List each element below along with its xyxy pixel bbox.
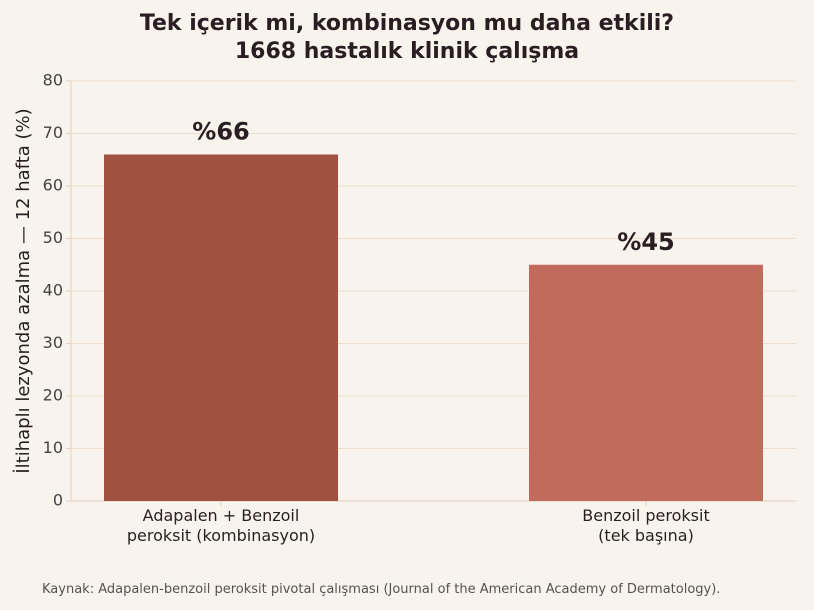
bar [529,264,763,501]
y-tick-label: 70 [43,123,63,142]
x-tick-label: Adapalen + Benzoil peroksit (kombinasyon… [126,506,316,545]
x-tick-label: Benzoil peroksit (tek başına) [582,506,710,545]
y-tick-label: 50 [43,228,63,247]
y-tick-label: 80 [43,71,63,90]
y-tick-label: 30 [43,333,63,352]
y-tick-label: 20 [43,386,63,405]
y-tick-label: 0 [53,491,63,510]
chart-title: Tek içerik mi, kombinasyon mu daha etkil… [139,11,675,64]
source-note: Kaynak: Adapalen-benzoil peroksit pivota… [42,582,721,597]
bar [104,154,338,501]
y-tick-label: 60 [43,176,63,195]
value-label: %66 [192,118,249,146]
value-label: %45 [617,228,674,256]
y-tick-label: 40 [43,281,63,300]
y-axis-label: İltihaplı lezyonda azalma — 12 hafta (%) [13,108,34,473]
y-tick-label: 10 [43,438,63,457]
